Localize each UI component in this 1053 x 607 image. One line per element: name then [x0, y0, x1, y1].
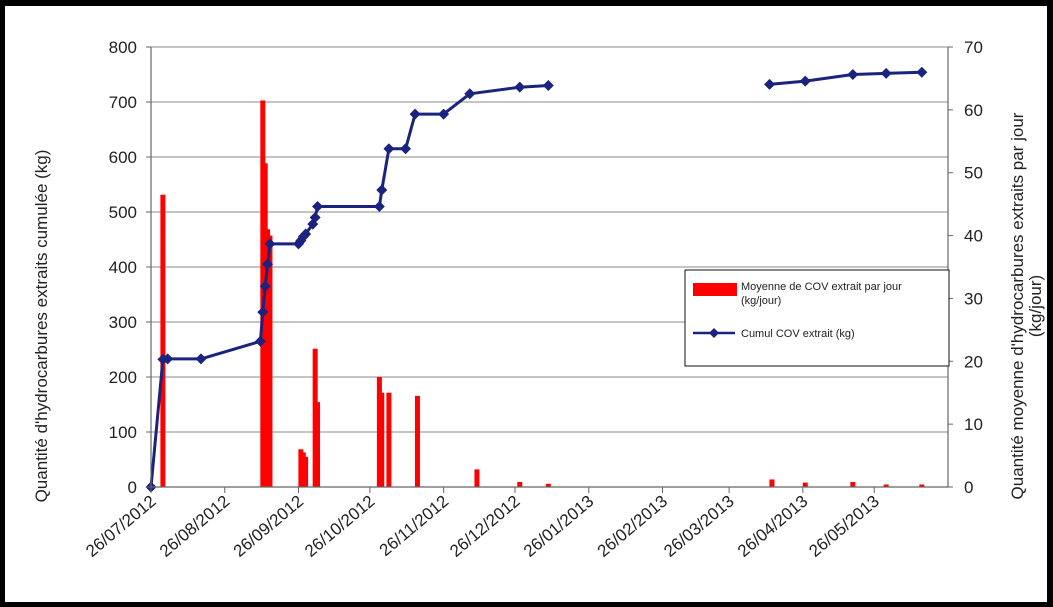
line-point — [195, 353, 207, 365]
legend: Moyenne de COV extrait par jour (kg/jour… — [684, 269, 950, 367]
legend-label-bars-line2: (kg/jour) — [741, 295, 781, 307]
bar — [769, 479, 775, 487]
bar — [267, 235, 273, 487]
line-point — [764, 78, 776, 90]
y-right-axis-title-line1: Quantité moyenne d'hydrocarbures extrait… — [1008, 112, 1027, 499]
line-point — [262, 258, 274, 270]
legend-label-line: Cumul COV extrait (kg) — [741, 328, 855, 340]
x-tick-label: 26/08/2012 — [156, 492, 233, 561]
line-point — [383, 143, 395, 155]
bar — [315, 402, 321, 487]
chart-frame: 0 100 200 300 400 500 600 700 800 0 10 20 30 40 50 60 70… — [5, 6, 1047, 602]
line-point — [400, 143, 412, 155]
bar — [414, 395, 420, 487]
x-tick-label: 26/03/2013 — [660, 492, 737, 561]
line-point — [300, 228, 312, 240]
line-point — [264, 238, 276, 250]
bar — [919, 484, 925, 487]
bar — [517, 481, 523, 487]
x-tick-label: 26/12/2012 — [446, 492, 523, 561]
bar — [386, 392, 392, 487]
cumulative-line-segment — [149, 84, 549, 488]
line-point — [312, 201, 324, 212]
y-left-tick-label: 400 — [109, 258, 137, 277]
line-point — [373, 201, 385, 212]
line-point — [847, 69, 859, 80]
x-tick-label: 26/04/2013 — [734, 492, 811, 561]
line-point — [464, 88, 476, 100]
y-left-tick-label: 0 — [128, 478, 137, 497]
gridlines — [151, 46, 948, 433]
y-left-tick-label: 800 — [109, 38, 137, 57]
y-left-tick-label: 700 — [109, 93, 137, 112]
daily-bars — [160, 100, 925, 488]
y-left-tick-label: 200 — [109, 368, 137, 387]
line-point — [254, 335, 266, 347]
line-point — [376, 184, 388, 196]
y-right-tick-label: 30 — [964, 289, 983, 308]
line-point — [438, 108, 450, 120]
bar — [802, 482, 808, 487]
axes — [146, 46, 953, 493]
line-point — [514, 81, 526, 93]
x-tick-label: 26/09/2012 — [230, 492, 307, 561]
bar — [545, 483, 551, 487]
x-tick-label: 26/01/2013 — [520, 492, 597, 561]
y-right-tick-label: 50 — [964, 164, 983, 183]
y-right-axis-title-line2: (kg/jour) — [1026, 275, 1045, 337]
y-left-axis-title: Quantité d'hydrocarbures extraits cumulé… — [32, 150, 51, 503]
legend-swatch-marker — [709, 328, 719, 338]
bar — [303, 456, 309, 487]
y-left-tick-label: 300 — [109, 313, 137, 332]
x-tick-label: 26/05/2013 — [805, 492, 882, 561]
line-point — [880, 67, 892, 79]
y-right-tick-label: 40 — [964, 227, 983, 246]
x-tick-label: 26/10/2012 — [301, 492, 378, 561]
bar — [883, 484, 889, 487]
bar — [850, 481, 856, 487]
bar — [160, 194, 166, 487]
line-point — [799, 75, 811, 87]
line-point — [409, 108, 421, 120]
x-tick-label: 26/11/2012 — [376, 492, 452, 560]
x-tick-label: 26/02/2013 — [594, 492, 671, 561]
y-left-tick-label: 600 — [109, 148, 137, 167]
y-right-tick-label: 20 — [964, 352, 983, 371]
y-right-tick-label: 10 — [964, 415, 983, 434]
line-point — [259, 280, 271, 292]
legend-swatch-bars — [693, 283, 737, 296]
y-left-tick-label: 100 — [109, 423, 137, 442]
y-right-tick-label: 0 — [964, 478, 973, 497]
y-right-tick-label: 70 — [964, 38, 983, 57]
line-point — [916, 66, 928, 78]
x-tick-label: 26/07/2012 — [82, 492, 159, 561]
legend-label-bars-line1: Moyenne de COV extrait par jour — [741, 281, 902, 293]
y-right-tick-label: 60 — [964, 101, 983, 120]
y-left-tick-label: 500 — [109, 203, 137, 222]
line-point — [309, 212, 321, 223]
line-point — [542, 80, 554, 91]
cumulative-line — [145, 66, 928, 493]
cumulative-line-segment — [769, 70, 922, 86]
combo-chart: 0 100 200 300 400 500 600 700 800 0 10 20 30 40 50 60 70… — [32, 38, 1045, 561]
bar — [474, 469, 480, 487]
line-point — [257, 306, 269, 318]
line-point — [162, 353, 174, 365]
bar — [379, 392, 385, 487]
